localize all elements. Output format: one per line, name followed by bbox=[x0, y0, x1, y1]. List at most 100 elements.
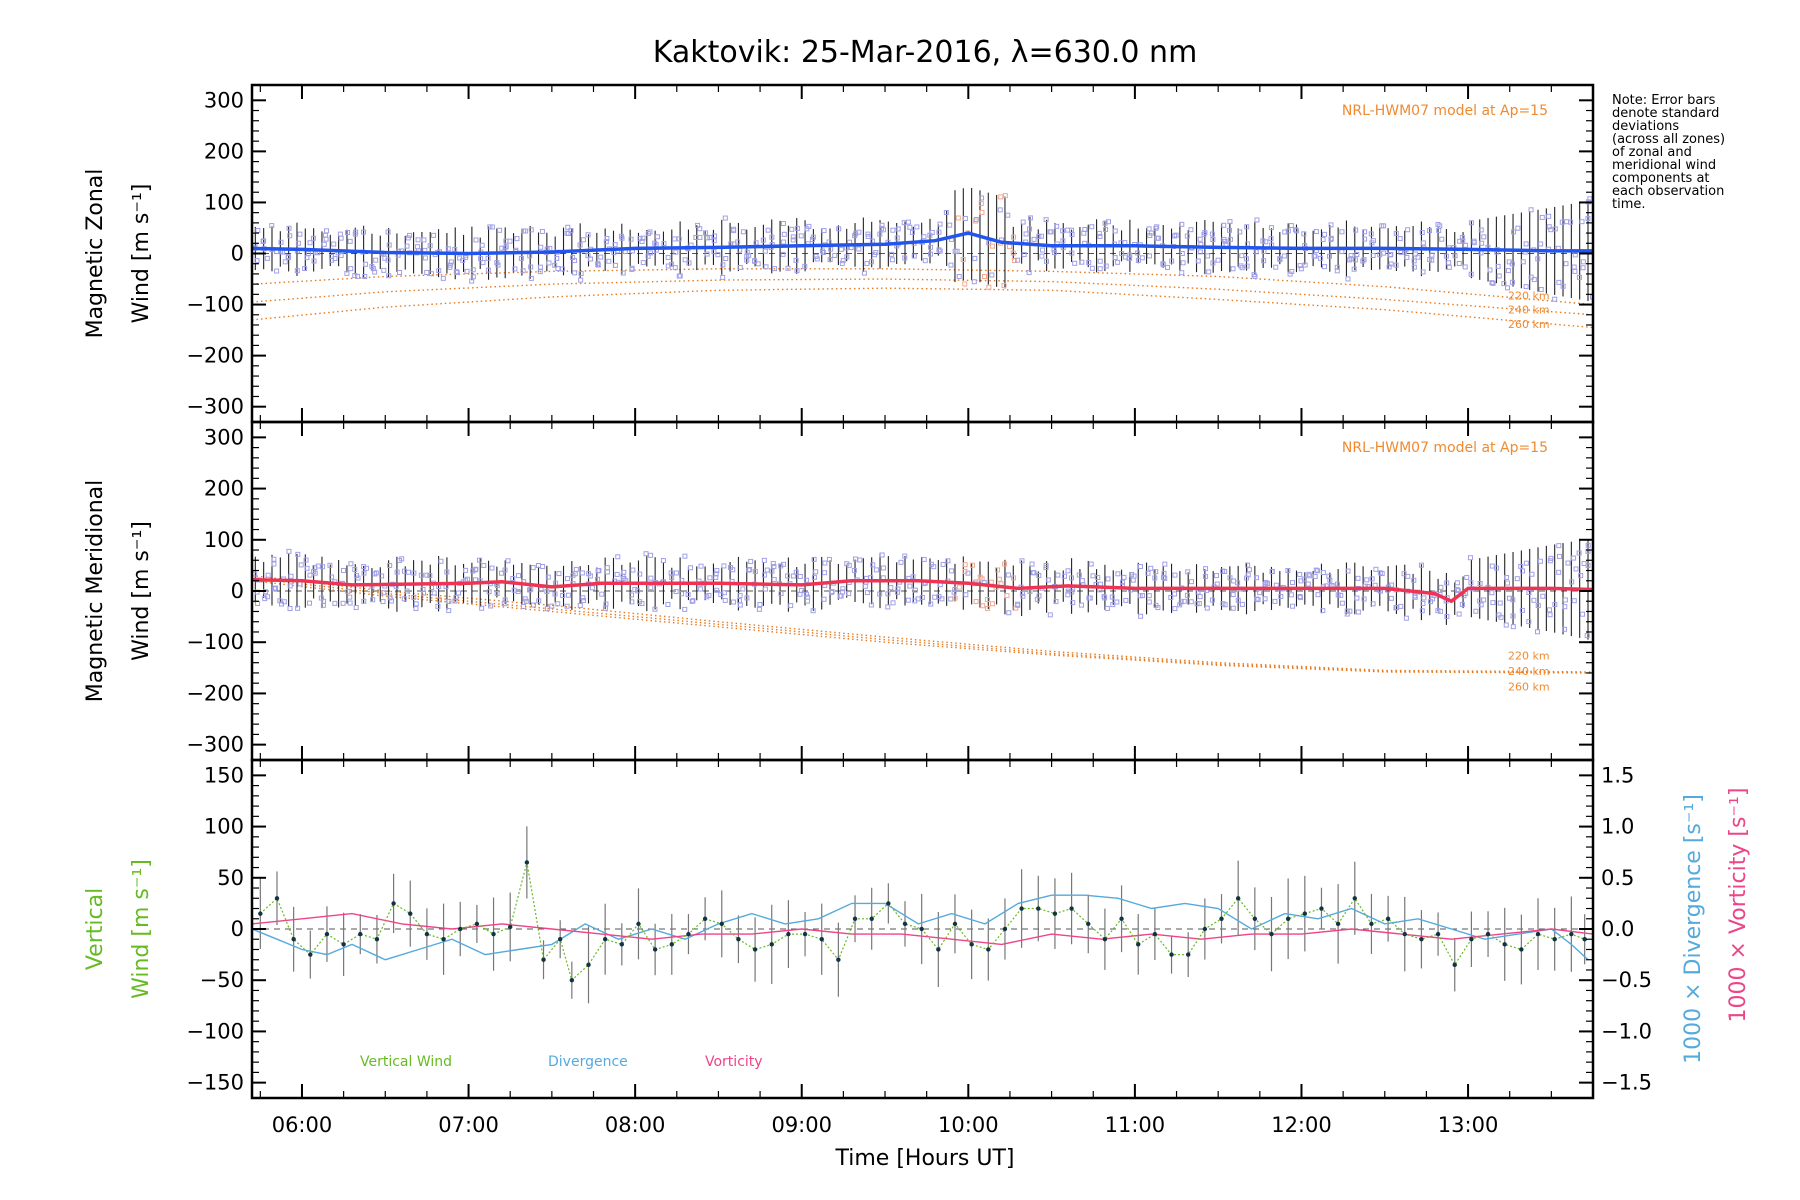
y2-axis-title-divergence: 1000 × Divergence [s⁻¹] bbox=[1681, 794, 1706, 1064]
zone-marker bbox=[940, 561, 946, 567]
zone-marker bbox=[1339, 600, 1345, 606]
zone-marker bbox=[1519, 607, 1525, 613]
zone-marker bbox=[1556, 553, 1562, 559]
zone-marker bbox=[502, 245, 508, 251]
zone-marker bbox=[345, 229, 351, 235]
zone-marker bbox=[480, 260, 486, 266]
vertical-wind-point bbox=[1119, 916, 1124, 921]
zone-marker bbox=[564, 230, 570, 236]
zone-marker bbox=[1478, 227, 1484, 233]
vertical-wind-point bbox=[952, 921, 958, 927]
zone-marker bbox=[1227, 236, 1233, 242]
zone-marker bbox=[1235, 580, 1241, 586]
zone-marker bbox=[1110, 602, 1116, 608]
zone-marker bbox=[888, 585, 894, 591]
zone-marker bbox=[1235, 597, 1241, 603]
zone-marker bbox=[1043, 217, 1049, 223]
zone-marker bbox=[1426, 228, 1432, 234]
zone-marker bbox=[853, 231, 859, 237]
zone-marker bbox=[486, 589, 492, 595]
zone-marker bbox=[885, 604, 891, 610]
vertical-wind-point bbox=[686, 931, 691, 937]
zone-marker bbox=[1184, 233, 1190, 239]
zone-marker bbox=[1562, 626, 1568, 632]
zone-marker bbox=[564, 603, 570, 609]
zone-marker bbox=[711, 238, 717, 244]
zone-marker bbox=[1114, 599, 1120, 605]
zone-marker bbox=[1230, 266, 1236, 272]
zone-marker bbox=[1101, 594, 1107, 600]
zone-marker bbox=[640, 235, 646, 241]
zone-marker bbox=[428, 271, 434, 277]
zone-marker bbox=[1138, 613, 1144, 619]
zone-marker bbox=[844, 561, 850, 567]
zone-marker bbox=[431, 590, 437, 596]
zone-marker bbox=[528, 227, 534, 233]
zone-marker bbox=[1489, 590, 1495, 596]
zone-marker bbox=[618, 233, 624, 239]
zone-marker bbox=[1221, 222, 1227, 228]
zone-marker bbox=[1010, 250, 1016, 256]
zone-marker bbox=[1489, 563, 1495, 569]
zone-marker bbox=[603, 601, 609, 607]
zone-marker bbox=[479, 605, 485, 611]
zone-marker bbox=[763, 264, 769, 270]
zone-marker bbox=[673, 589, 679, 595]
zone-marker bbox=[527, 587, 533, 593]
zone-marker bbox=[1373, 566, 1379, 572]
zone-marker bbox=[723, 256, 729, 262]
vertical-wind-point bbox=[702, 916, 708, 921]
zone-marker bbox=[648, 250, 654, 256]
vertical-wind-point bbox=[736, 937, 741, 942]
zone-marker bbox=[1397, 236, 1403, 242]
zone-marker bbox=[885, 591, 891, 597]
zone-marker bbox=[1263, 239, 1269, 245]
zone-marker bbox=[902, 255, 908, 261]
zone-marker bbox=[1572, 252, 1578, 258]
zone-marker bbox=[1364, 577, 1370, 583]
zone-marker bbox=[397, 269, 403, 275]
zone-marker bbox=[1468, 580, 1474, 586]
zone-marker bbox=[324, 228, 330, 234]
zone-marker bbox=[586, 571, 592, 577]
x-tick-label: 10:00 bbox=[938, 1113, 999, 1137]
zone-marker bbox=[1115, 259, 1121, 265]
zone-marker bbox=[740, 586, 746, 592]
zone-marker bbox=[463, 567, 469, 573]
zone-marker bbox=[1145, 570, 1151, 576]
note-line: Note: Error bars bbox=[1612, 93, 1716, 108]
zone-marker bbox=[1019, 590, 1025, 596]
vertical-wind-point bbox=[1385, 916, 1391, 921]
zone-marker bbox=[528, 275, 534, 281]
model-curve bbox=[252, 574, 1593, 673]
zone-marker bbox=[1511, 229, 1517, 235]
zone-marker bbox=[332, 600, 338, 606]
zone-marker bbox=[1139, 255, 1145, 261]
y-tick-label: −100 bbox=[186, 630, 244, 654]
zone-marker bbox=[595, 576, 601, 582]
zone-marker bbox=[1221, 236, 1227, 242]
zone-marker bbox=[838, 246, 844, 252]
zone-marker bbox=[424, 572, 430, 578]
vertical-wind-point bbox=[508, 924, 513, 930]
zone-marker bbox=[1413, 251, 1419, 257]
zone-marker bbox=[910, 574, 916, 580]
zone-marker bbox=[673, 570, 679, 576]
zone-marker bbox=[1346, 257, 1352, 263]
zone-marker bbox=[869, 238, 875, 244]
vertical-wind-point bbox=[424, 931, 430, 937]
zone-marker bbox=[1580, 265, 1586, 271]
zone-marker bbox=[552, 591, 558, 597]
time-axis: 06:00 07:00 08:00 09:00 10:00 11:00 12:00 13:00 bbox=[272, 1113, 1499, 1137]
zone-marker bbox=[514, 236, 520, 242]
zone-marker bbox=[1496, 273, 1502, 279]
zone-marker bbox=[1539, 214, 1545, 220]
zone-marker bbox=[1306, 571, 1312, 577]
zone-marker bbox=[1230, 592, 1236, 598]
zone-marker bbox=[1369, 240, 1375, 246]
zone-marker bbox=[1313, 567, 1319, 573]
zone-marker bbox=[1020, 219, 1026, 225]
zone-marker bbox=[1302, 262, 1308, 268]
zone-marker bbox=[1523, 560, 1529, 566]
zone-marker bbox=[1405, 227, 1411, 233]
